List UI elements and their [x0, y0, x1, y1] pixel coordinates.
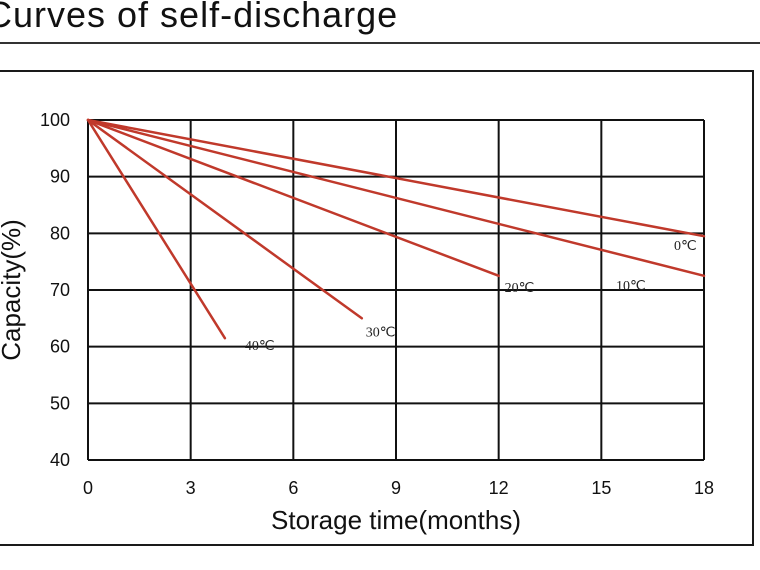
- title-divider: [0, 42, 760, 44]
- series-line: [86, 118, 227, 340]
- grid: [87, 119, 705, 461]
- series-label: 0℃: [674, 239, 697, 254]
- series-line: [86, 118, 706, 238]
- x-tick-label: 6: [288, 478, 298, 498]
- x-tick-label: 18: [694, 478, 714, 498]
- y-tick-label: 90: [50, 167, 70, 187]
- tick-labels: 0 3 6 9 12 15 18 40 50 60 70 80 90 100: [40, 110, 714, 498]
- y-axis-title: Capacity(%): [0, 219, 26, 361]
- x-tick-label: 0: [83, 478, 93, 498]
- series-line: [86, 118, 706, 278]
- series-label: 40℃: [245, 339, 275, 354]
- series-label: 30℃: [366, 325, 396, 340]
- y-tick-label: 100: [40, 110, 70, 130]
- x-tick-label: 12: [489, 478, 509, 498]
- y-tick-label: 80: [50, 223, 70, 243]
- x-axis-title: Storage time(months): [271, 505, 521, 535]
- y-tick-label: 40: [50, 450, 70, 470]
- series-label: 20℃: [505, 281, 535, 296]
- x-tick-label: 3: [186, 478, 196, 498]
- y-tick-label: 70: [50, 280, 70, 300]
- series-label: 10℃: [616, 279, 646, 294]
- page-title: Curves of self-discharge: [0, 0, 399, 35]
- y-tick-label: 60: [50, 337, 70, 357]
- series-line: [86, 118, 500, 278]
- x-tick-label: 15: [591, 478, 611, 498]
- series-line: [86, 118, 364, 320]
- x-tick-label: 9: [391, 478, 401, 498]
- series-lines: [86, 118, 706, 340]
- series-labels: 0℃ 10℃ 20℃ 30℃ 40℃: [245, 239, 697, 354]
- chart-frame: [0, 70, 754, 546]
- y-tick-label: 50: [50, 393, 70, 413]
